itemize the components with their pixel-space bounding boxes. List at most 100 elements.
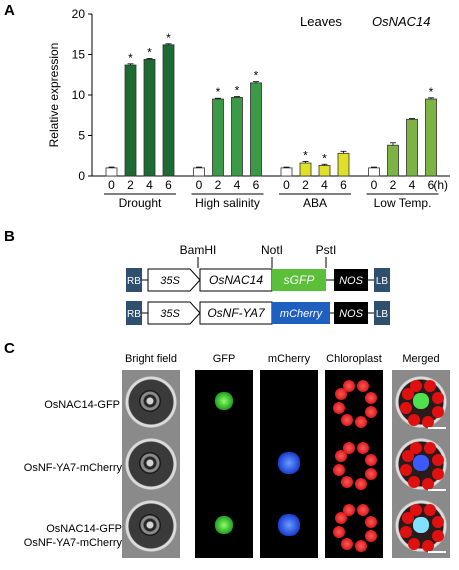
construct-2-lb: LB [376, 309, 389, 320]
panel-c-letter: C [4, 340, 15, 357]
construct-2-terminator: NOS [339, 308, 364, 320]
significance-star: * [254, 69, 259, 83]
bar [162, 44, 175, 177]
bar [231, 97, 243, 177]
micrograph-mcherry [260, 370, 318, 434]
micrograph-bright-field [122, 370, 180, 434]
micrograph-merged [392, 370, 450, 434]
y-tick-label: 10 [72, 88, 86, 102]
column-label-mcherry: mCherry [267, 353, 311, 365]
noti-site-label: NotI [261, 243, 283, 257]
time-tick-label: 0 [371, 178, 378, 192]
construct-1-rb: RB [127, 276, 141, 287]
significance-star: * [235, 84, 240, 98]
row-2-label: OsNF-YA7-mCherry [23, 462, 122, 474]
group-label: Low Temp. [374, 196, 432, 210]
y-tick-label: 0 [78, 169, 85, 183]
micrograph-chloroplast [325, 432, 383, 496]
construct-2-promoter: 35S [160, 308, 180, 320]
column-label-chloroplast: Chloroplast [326, 353, 382, 365]
micrograph-chloroplast [325, 370, 383, 434]
construct-2-rb-box [126, 301, 142, 325]
time-tick-label: 4 [321, 178, 328, 192]
time-tick-label: 0 [196, 178, 203, 192]
group-label: High salinity [195, 196, 260, 210]
bar [105, 167, 118, 177]
panel-a-letter: A [4, 2, 15, 19]
bar [406, 118, 418, 177]
y-axis-label: Relative expression [47, 43, 61, 148]
significance-star: * [128, 51, 133, 65]
construct-1-tag-box [272, 269, 326, 291]
construct-2-rb: RB [127, 309, 141, 320]
column-label-merged: Merged [402, 353, 440, 365]
column-label-bright-field: Bright field [125, 353, 177, 365]
construct-2: RB 35S OsNF-YA7 mCherry NOS LB [126, 301, 390, 325]
construct-1: RB 35S OsNAC14 sGFP NOS LB [126, 268, 390, 292]
significance-star: * [147, 46, 152, 60]
micrograph-gfp [195, 494, 253, 558]
time-tick-label: 4 [146, 178, 153, 192]
micrograph-merged [392, 432, 450, 496]
bar [337, 152, 350, 177]
bar [425, 98, 437, 177]
construct-1-lb: LB [376, 276, 389, 287]
construct-2-promoter-arrow [147, 301, 201, 325]
construct-1-promoter: 35S [160, 275, 180, 287]
row-label-mcherry: OsNF-YA7-mCherry [0, 461, 122, 475]
construct-diagram: BamHI NotI PstI RB 35S OsNAC14 sGFP NOS … [126, 243, 390, 325]
column-label-gfp: GFP [212, 353, 236, 365]
significance-star: * [166, 31, 171, 45]
micrograph-gfp [195, 370, 253, 434]
bar [299, 162, 312, 177]
panel-b-letter: B [4, 228, 15, 245]
significance-star: * [216, 85, 221, 99]
time-tick-label: 6 [428, 178, 435, 192]
bar [124, 64, 137, 177]
micrograph-chloroplast [325, 494, 383, 558]
y-tick-label: 5 [78, 129, 85, 143]
micrograph-gfp [195, 432, 253, 496]
bamhi-site-label: BamHI [180, 243, 217, 257]
bar [368, 167, 380, 177]
construct-1-promoter-arrow [147, 268, 201, 292]
construct-2-lb-box [374, 301, 390, 325]
group-label: ABA [303, 196, 327, 210]
time-tick-label: 2 [215, 178, 222, 192]
time-unit-label: (h) [433, 178, 448, 192]
time-tick-label: 6 [165, 178, 172, 192]
significance-star: * [303, 148, 308, 162]
bar [250, 82, 262, 177]
construct-1-terminator-box [334, 269, 368, 291]
row-3-label-line2: OsNF-YA7-mCherry [23, 537, 122, 549]
time-tick-label: 2 [390, 178, 397, 192]
row-label-gfp: OsNAC14-GFP [0, 398, 120, 412]
time-tick-label: 0 [108, 178, 115, 192]
construct-1-gene: OsNAC14 [209, 273, 263, 287]
micrograph-mcherry [260, 494, 318, 558]
psti-site-label: PstI [316, 243, 337, 257]
bar [280, 167, 293, 177]
construct-1-tag: sGFP [284, 273, 315, 287]
time-tick-label: 2 [302, 178, 309, 192]
row-label-coexpression: OsNAC14-GFP OsNF-YA7-mCherry [0, 522, 122, 550]
time-tick-label: 0 [283, 178, 290, 192]
construct-1-terminator: NOS [339, 275, 364, 287]
group-label: Drought [119, 196, 162, 210]
construct-2-gene: OsNF-YA7 [207, 306, 266, 320]
significance-star: * [429, 85, 434, 99]
gene-label: OsNAC14 [372, 14, 431, 29]
y-tick-label: 15 [72, 48, 86, 62]
tissue-label: Leaves [300, 14, 342, 29]
row-3-label-line1: OsNAC14-GFP [46, 523, 122, 535]
y-tick-label: 20 [72, 7, 86, 21]
significance-star: * [322, 151, 327, 165]
micrograph-mcherry [260, 432, 318, 496]
time-tick-label: 4 [409, 178, 416, 192]
time-tick-label: 6 [253, 178, 260, 192]
time-tick-label: 2 [127, 178, 134, 192]
row-1-label: OsNAC14-GFP [44, 399, 120, 411]
micrograph-merged [392, 494, 450, 558]
micrograph-bright-field [122, 494, 180, 558]
